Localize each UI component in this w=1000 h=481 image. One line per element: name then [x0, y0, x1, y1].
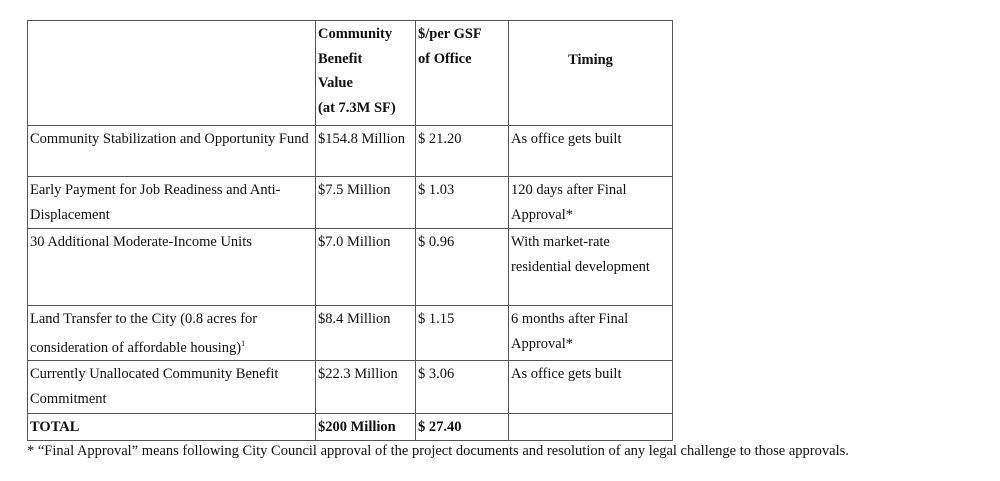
cell-per-gsf: $ 0.96 — [415, 228, 509, 306]
total-per-gsf: $ 27.40 — [415, 413, 509, 441]
total-value: $200 Million — [315, 413, 416, 441]
table-total-row: TOTAL $200 Million $ 27.40 — [27, 413, 673, 441]
cell-per-gsf: $ 1.03 — [415, 176, 509, 229]
total-timing — [508, 413, 673, 441]
cell-timing: 120 days after Final Approval* — [508, 176, 673, 229]
table-row: Early Payment for Job Readiness and Anti… — [27, 176, 673, 229]
table-row: Land Transfer to the City (0.8 acres for… — [27, 305, 673, 361]
cell-value: $154.8 Million — [315, 125, 416, 177]
header-value: Community Benefit Value (at 7.3M SF) — [315, 20, 416, 126]
cell-item: Early Payment for Job Readiness and Anti… — [27, 176, 316, 229]
cell-timing: As office gets built — [508, 125, 673, 177]
footnote: * “Final Approval” means following City … — [27, 443, 849, 459]
cell-value: $22.3 Million — [315, 360, 416, 414]
cell-per-gsf: $ 3.06 — [415, 360, 509, 414]
header-timing: Timing — [508, 20, 673, 126]
cell-item: Community Stabilization and Opportunity … — [27, 125, 316, 177]
table-header-row: Community Benefit Value (at 7.3M SF) $/p… — [27, 20, 673, 126]
cell-timing: With market-rate residential development — [508, 228, 673, 306]
cell-timing: As office gets built — [508, 360, 673, 414]
cell-timing: 6 months after Final Approval* — [508, 305, 673, 361]
community-benefits-table: Community Benefit Value (at 7.3M SF) $/p… — [27, 20, 673, 441]
cell-value: $8.4 Million — [315, 305, 416, 361]
cell-value: $7.0 Million — [315, 228, 416, 306]
cell-item: 30 Additional Moderate-Income Units — [27, 228, 316, 306]
header-per-gsf: $/per GSF of Office — [415, 20, 509, 126]
cell-per-gsf: $ 1.15 — [415, 305, 509, 361]
table-row: Currently Unallocated Community Benefit … — [27, 360, 673, 414]
cell-item: Currently Unallocated Community Benefit … — [27, 360, 316, 414]
table-row: Community Stabilization and Opportunity … — [27, 125, 673, 177]
table-row: 30 Additional Moderate-Income Units $7.0… — [27, 228, 673, 306]
total-label: TOTAL — [27, 413, 316, 441]
cell-item: Land Transfer to the City (0.8 acres for… — [27, 305, 316, 361]
cell-value: $7.5 Million — [315, 176, 416, 229]
header-item — [27, 20, 316, 126]
cell-per-gsf: $ 21.20 — [415, 125, 509, 177]
footnote-mark: 1 — [241, 338, 246, 348]
